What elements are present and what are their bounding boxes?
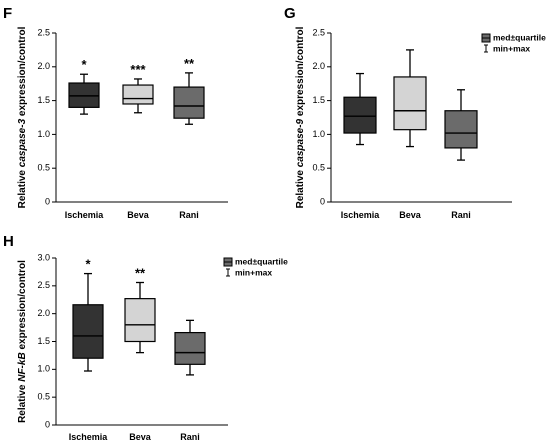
significance-marker: ** bbox=[135, 265, 146, 280]
y-tick-label: 1.5 bbox=[37, 336, 50, 346]
y-tick-label: 0 bbox=[45, 196, 50, 206]
y-tick-label: 2.5 bbox=[37, 280, 50, 290]
category-label: Beva bbox=[399, 210, 422, 220]
y-tick-label: 2.5 bbox=[37, 27, 50, 37]
category-label: Rani bbox=[451, 210, 471, 220]
box-beva: ** bbox=[124, 265, 156, 354]
box-rani bbox=[174, 319, 206, 376]
y-axis-label: Relative NF-kB expression/control bbox=[17, 260, 28, 423]
y-tick-label: 2.0 bbox=[37, 308, 50, 318]
y-tick-label: 1.0 bbox=[312, 129, 325, 139]
box-ischemia bbox=[343, 72, 377, 146]
box-iqr bbox=[72, 304, 104, 359]
box-iqr bbox=[173, 86, 205, 119]
y-tick-label: 1.5 bbox=[312, 95, 325, 105]
significance-marker: * bbox=[85, 257, 91, 272]
y-tick-label: 1.0 bbox=[37, 364, 50, 374]
box-rani: ** bbox=[173, 56, 205, 125]
box-beva bbox=[393, 49, 427, 148]
y-tick-label: 0.5 bbox=[37, 392, 50, 402]
category-label: Beva bbox=[127, 210, 150, 220]
panel-letter: F bbox=[3, 5, 12, 22]
significance-marker: ** bbox=[184, 56, 195, 71]
box-iqr bbox=[444, 110, 478, 149]
y-tick-label: 3.0 bbox=[37, 252, 50, 262]
panel-H: H 0 0.5 1.0 1.5 2.0 2.5 3.0 Relative NF-kB expre… bbox=[3, 233, 288, 442]
box-iqr bbox=[343, 96, 377, 134]
category-label: Beva bbox=[129, 432, 152, 442]
box-iqr bbox=[124, 298, 156, 343]
significance-marker: * bbox=[81, 57, 87, 72]
panel-letter: G bbox=[284, 5, 296, 22]
box-iqr bbox=[174, 331, 206, 365]
box-rani bbox=[444, 89, 478, 161]
y-axis-label: Relative caspase-3 expression/control bbox=[17, 26, 28, 208]
box-beva: *** bbox=[122, 62, 154, 114]
y-tick-label: 1.0 bbox=[37, 129, 50, 139]
box-iqr bbox=[122, 84, 154, 105]
y-tick-label: 2.5 bbox=[312, 27, 325, 37]
panel-letter: H bbox=[3, 233, 14, 250]
y-tick-label: 2.0 bbox=[312, 61, 325, 71]
y-tick-label: 0 bbox=[320, 196, 325, 206]
box-ischemia: * bbox=[68, 57, 100, 115]
category-label: Ischemia bbox=[65, 210, 105, 220]
legend-box-label: med±quartile bbox=[493, 32, 546, 42]
y-tick-label: 1.5 bbox=[37, 95, 50, 105]
panel-F: F 0 0.5 1.0 1.5 2.0 2.5 Relative caspase-3 expr… bbox=[3, 5, 228, 220]
legend-box-label: med±quartile bbox=[235, 256, 288, 266]
box-ischemia: * bbox=[72, 257, 104, 372]
y-tick-label: 2.0 bbox=[37, 61, 50, 71]
significance-marker: *** bbox=[130, 62, 146, 77]
category-label: Rani bbox=[179, 210, 199, 220]
y-tick-label: 0.5 bbox=[37, 163, 50, 173]
category-label: Rani bbox=[180, 432, 200, 442]
legend-whisker-label: min+max bbox=[235, 267, 272, 277]
y-tick-label: 0.5 bbox=[312, 163, 325, 173]
legend-whisker-label: min+max bbox=[493, 43, 530, 53]
box-iqr bbox=[393, 76, 427, 131]
y-tick-label: 0 bbox=[45, 419, 50, 429]
category-label: Ischemia bbox=[341, 210, 381, 220]
category-label: Ischemia bbox=[69, 432, 109, 442]
y-axis-label: Relative caspase-9 expression/control bbox=[295, 26, 306, 208]
panel-G: G 0 0.5 1.0 1.5 2.0 2.5 Relative caspase-9 expr… bbox=[284, 5, 546, 220]
